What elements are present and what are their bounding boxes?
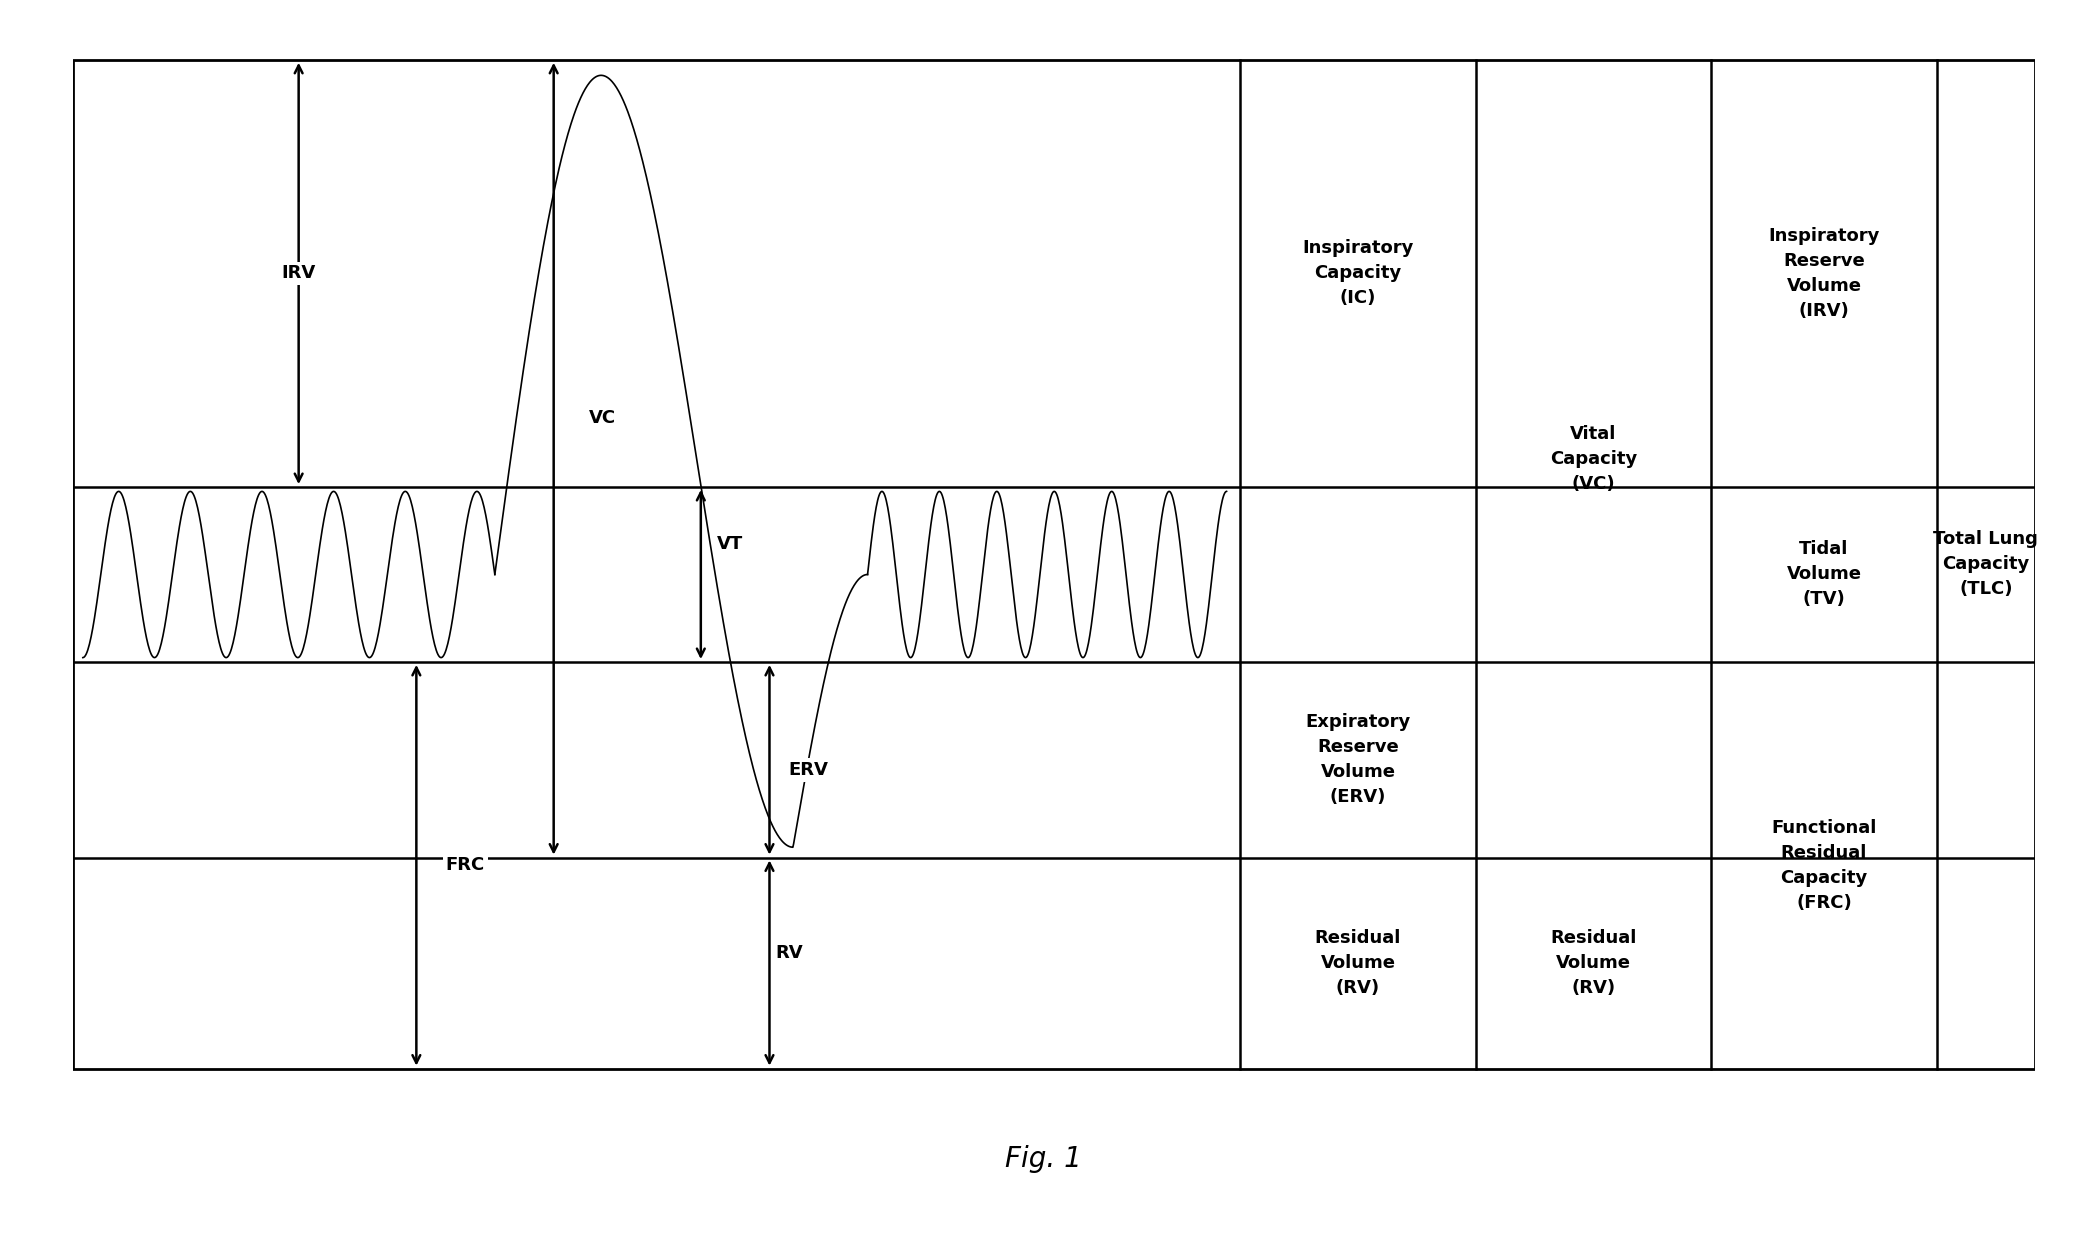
Text: Fig. 1: Fig. 1 bbox=[1006, 1146, 1081, 1173]
Text: Residual
Volume
(RV): Residual Volume (RV) bbox=[1315, 929, 1400, 997]
Text: Vital
Capacity
(VC): Vital Capacity (VC) bbox=[1551, 425, 1636, 492]
Text: ERV: ERV bbox=[789, 761, 829, 779]
Text: Functional
Residual
Capacity
(FRC): Functional Residual Capacity (FRC) bbox=[1772, 818, 1876, 911]
Text: RV: RV bbox=[774, 944, 803, 962]
Text: Tidal
Volume
(TV): Tidal Volume (TV) bbox=[1786, 541, 1862, 609]
Text: Inspiratory
Capacity
(IC): Inspiratory Capacity (IC) bbox=[1302, 239, 1413, 308]
Text: IRV: IRV bbox=[282, 264, 315, 283]
Text: Inspiratory
Reserve
Volume
(IRV): Inspiratory Reserve Volume (IRV) bbox=[1768, 227, 1880, 320]
Text: VC: VC bbox=[589, 408, 616, 427]
Text: Expiratory
Reserve
Volume
(ERV): Expiratory Reserve Volume (ERV) bbox=[1304, 713, 1411, 806]
Text: Total Lung
Capacity
(TLC): Total Lung Capacity (TLC) bbox=[1933, 531, 2039, 598]
Text: Residual
Volume
(RV): Residual Volume (RV) bbox=[1551, 929, 1636, 997]
Text: FRC: FRC bbox=[447, 857, 484, 874]
Text: VT: VT bbox=[718, 534, 743, 553]
